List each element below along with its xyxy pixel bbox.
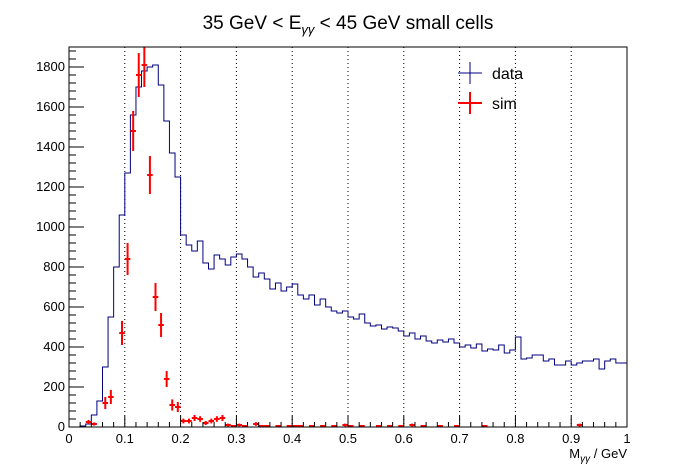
x-tick-label: 1 (623, 431, 630, 446)
y-tick-label: 1800 (36, 59, 65, 74)
sim-point (219, 415, 226, 421)
y-tick-label: 1200 (36, 179, 65, 194)
legend-entry-sim: sim (458, 92, 517, 114)
sim-point (152, 283, 159, 311)
y-tick-label: 800 (43, 259, 65, 274)
x-tick-label: 0.8 (506, 431, 524, 446)
sim-point (163, 371, 170, 387)
sim-point (576, 423, 583, 427)
legend: data sim (458, 62, 523, 114)
sim-point (119, 321, 125, 345)
y-tick-label: 600 (43, 299, 65, 314)
sim-point (85, 420, 92, 424)
sim-point (236, 423, 242, 427)
sim-point (130, 111, 136, 151)
x-axis: 0 0.1 0.2 0.3 0.4 0.5 0.6 0.7 0.8 0.9 1 (65, 416, 631, 446)
sim-point (102, 397, 109, 409)
y-tick-label: 1000 (36, 219, 65, 234)
x-tick-label: 0.1 (116, 431, 134, 446)
legend-label: sim (492, 96, 517, 113)
sim-point (169, 399, 176, 411)
sim-point (141, 47, 148, 87)
sim-point (180, 418, 187, 424)
sim-point (91, 422, 97, 426)
sim-point (202, 421, 209, 425)
sim-point (214, 416, 220, 422)
x-tick-label: 0 (65, 431, 72, 446)
x-tick-label: 0.5 (339, 431, 357, 446)
sim-point (409, 423, 415, 427)
data-step-line (69, 64, 628, 428)
sim-point (147, 156, 153, 194)
sim-point (108, 390, 114, 404)
sim-point (175, 402, 181, 412)
x-tick-label: 0.7 (451, 431, 469, 446)
x-tick-label: 0.4 (283, 431, 301, 446)
sim-point (186, 418, 192, 424)
x-tick-label: 0.2 (172, 431, 190, 446)
x-tick-label: 0.3 (227, 431, 245, 446)
data-histogram (69, 64, 628, 428)
sim-point (124, 243, 131, 275)
y-tick-label: 1600 (36, 99, 65, 114)
x-axis-title: Mγγ / GeV (569, 446, 627, 465)
sim-point (342, 423, 348, 427)
y-tick-label: 400 (43, 339, 65, 354)
x-tick-label: 0.9 (562, 431, 580, 446)
chart-title: 35 GeV < Eγγ < 45 GeV small cells (203, 13, 494, 37)
sim-point (191, 415, 198, 421)
sim-point (225, 423, 231, 427)
sim-point (197, 416, 203, 422)
sim-point (208, 418, 215, 424)
sim-point (253, 422, 259, 426)
sim-points (85, 47, 583, 427)
x-tick-label: 0.6 (395, 431, 413, 446)
y-tick-label: 1400 (36, 139, 65, 154)
legend-entry-data: data (458, 62, 523, 84)
y-tick-label: 200 (43, 379, 65, 394)
y-axis: 0 200 400 600 800 1000 1200 1400 1600 1800 (36, 50, 84, 434)
sim-point (135, 53, 142, 97)
sim-point (158, 313, 164, 337)
y-tick-label: 0 (58, 419, 65, 434)
legend-label: data (492, 66, 523, 83)
